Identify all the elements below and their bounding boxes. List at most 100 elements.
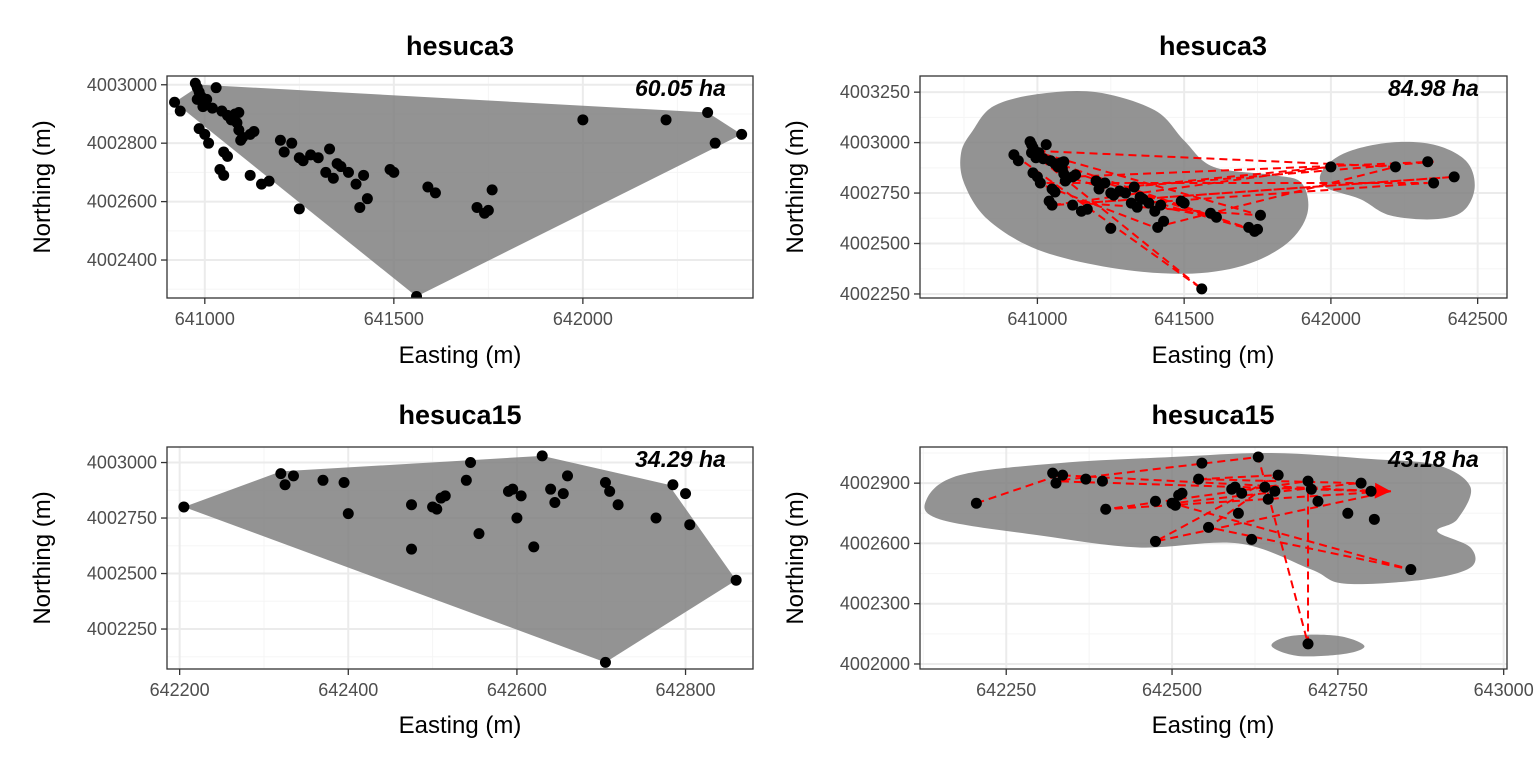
data-point (312, 152, 324, 164)
data-point (342, 166, 354, 178)
x-tick-label: 642200 (150, 680, 210, 700)
data-point (197, 101, 209, 113)
data-point (599, 477, 611, 489)
data-point (1368, 513, 1380, 525)
data-point (169, 96, 181, 108)
data-point (1043, 195, 1055, 207)
data-point (604, 485, 616, 497)
points (970, 451, 1417, 650)
plot-area (166, 446, 754, 670)
panel-border (166, 75, 754, 299)
data-point (1252, 223, 1264, 235)
x-tick-label: 641000 (175, 309, 235, 329)
data-point (599, 656, 611, 668)
panel-title: hesuca15 (1151, 400, 1274, 430)
x-tick-label: 642500 (1448, 309, 1508, 329)
panel-title: hesuca15 (398, 400, 521, 430)
data-point (667, 479, 679, 491)
data-point (1099, 177, 1111, 189)
data-point (221, 150, 233, 162)
data-point (1203, 521, 1215, 533)
data-point (680, 488, 692, 500)
data-point (342, 508, 354, 520)
data-point (1096, 475, 1108, 487)
data-point (684, 519, 696, 531)
data-point (338, 477, 350, 489)
data-point (206, 102, 218, 114)
data-point (1325, 161, 1337, 173)
x-tick-label: 641500 (1154, 309, 1214, 329)
data-point (1389, 161, 1401, 173)
data-point (278, 146, 290, 158)
data-point (324, 143, 336, 155)
data-point (335, 161, 347, 173)
x-tick-label: 642800 (656, 680, 716, 700)
y-axis-title: Northing (m) (29, 491, 56, 624)
data-point (1128, 181, 1140, 193)
data-point (358, 169, 370, 181)
data-point (297, 155, 309, 167)
x-tick-label: 641500 (364, 309, 424, 329)
data-point (1050, 477, 1062, 489)
data-point (210, 82, 222, 94)
data-point (422, 181, 434, 193)
y-axis-title: Northing (m) (782, 491, 809, 624)
data-point (970, 497, 982, 509)
y-tick-label: 4002600 (840, 533, 910, 553)
data-point (1428, 177, 1440, 189)
data-point (545, 483, 557, 495)
data-point (1119, 187, 1131, 199)
data-point (460, 474, 472, 486)
data-point (203, 137, 215, 149)
data-point (1305, 483, 1317, 495)
data-point (279, 479, 291, 491)
x-axis-title: Easting (m) (1152, 342, 1275, 369)
movement-track (1013, 144, 1455, 290)
panel-border (919, 446, 1508, 670)
data-point (1100, 503, 1112, 515)
x-tick-label: 642750 (1308, 680, 1368, 700)
data-point (1272, 469, 1284, 481)
plot-content (178, 450, 742, 668)
plot-area (919, 75, 1508, 299)
plot-content (960, 90, 1475, 295)
data-point (577, 114, 589, 126)
x-tick-label: 642600 (487, 680, 547, 700)
data-point (1236, 487, 1248, 499)
data-point (327, 172, 339, 184)
data-point (214, 163, 226, 175)
data-point (709, 137, 721, 149)
y-tick-label: 4003000 (840, 133, 910, 153)
data-point (702, 107, 714, 119)
x-axis-title: Easting (m) (1152, 712, 1275, 739)
plot-content (924, 451, 1476, 657)
data-point (1178, 197, 1190, 209)
x-tick-label: 642000 (1301, 309, 1361, 329)
y-tick-label: 4002900 (840, 473, 910, 493)
data-point (1131, 201, 1143, 213)
data-point (411, 291, 423, 298)
y-axis-title: Northing (m) (29, 120, 56, 253)
data-point (199, 128, 211, 140)
data-point (1059, 175, 1071, 187)
panel-title: hesuca3 (1159, 31, 1267, 61)
x-tick-label: 643000 (1474, 680, 1534, 700)
data-point (536, 450, 548, 462)
y-tick-label: 4003000 (87, 75, 157, 95)
data-point (350, 178, 362, 190)
data-point (486, 184, 498, 196)
points (178, 450, 742, 668)
data-point (248, 126, 260, 137)
data-point (429, 187, 441, 199)
area-label: 84.98 ha (1388, 75, 1479, 101)
data-point (1012, 155, 1024, 167)
data-point (225, 114, 237, 126)
data-point (562, 470, 574, 482)
plot-content (169, 77, 748, 298)
data-point (1312, 495, 1324, 507)
y-tick-label: 4002500 (87, 564, 157, 584)
data-point (263, 175, 275, 187)
data-point (736, 128, 748, 140)
data-point (1365, 485, 1377, 497)
